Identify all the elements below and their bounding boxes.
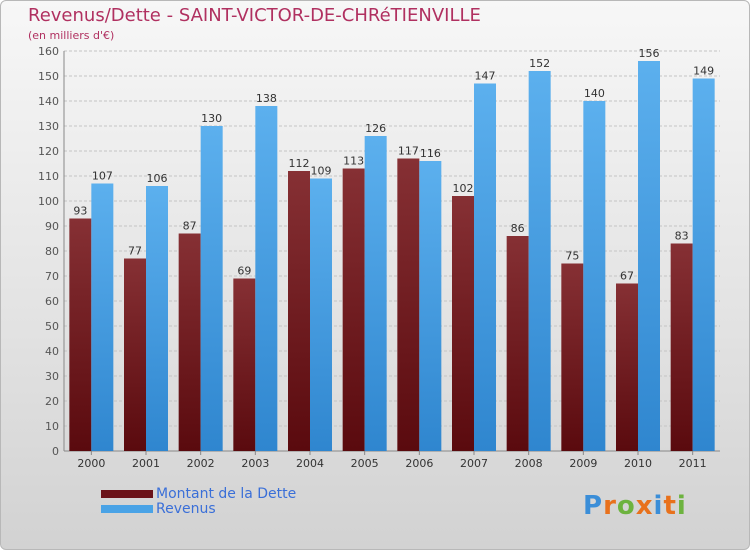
bar-dette [124, 258, 146, 451]
bar-revenus [528, 71, 551, 451]
data-label: 156 [639, 47, 660, 60]
logo-letter: r [603, 491, 617, 521]
x-tick-label: 2011 [679, 457, 707, 470]
y-tick-label: 10 [45, 420, 59, 433]
bar-dette [342, 168, 365, 451]
data-label: 75 [565, 250, 579, 263]
data-label: 77 [128, 245, 142, 258]
x-tick-label: 2004 [296, 457, 324, 470]
y-tick-label: 120 [38, 145, 59, 158]
legend-label-revenus: Revenus [156, 501, 216, 517]
data-label: 67 [620, 270, 634, 283]
bar-dette [397, 158, 420, 451]
x-tick-label: 2009 [569, 457, 597, 470]
data-label: 107 [92, 170, 113, 183]
y-tick-label: 50 [45, 320, 59, 333]
y-tick-label: 140 [38, 95, 59, 108]
logo-letter: i [653, 491, 664, 521]
x-tick-label: 2001 [132, 457, 160, 470]
bar-dette [69, 218, 92, 451]
data-label: 69 [237, 265, 251, 278]
bar-dette [561, 263, 584, 451]
bar-dette [506, 236, 529, 451]
chart-subtitle: (en milliers d'€) [28, 29, 115, 42]
y-tick-label: 130 [38, 120, 59, 133]
logo-letter: x [635, 491, 654, 521]
logo-letter: P [583, 491, 604, 521]
bar-revenus [474, 83, 496, 451]
bar-revenus [310, 178, 332, 451]
data-label: 117 [398, 145, 419, 158]
x-tick-label: 2002 [187, 457, 215, 470]
x-tick-label: 2005 [351, 457, 379, 470]
y-tick-label: 20 [45, 395, 59, 408]
y-tick-label: 0 [52, 445, 59, 458]
bar-dette [452, 196, 474, 451]
data-label: 116 [420, 147, 441, 160]
bar-revenus [255, 106, 278, 451]
y-tick-label: 80 [45, 245, 59, 258]
bar-revenus [200, 126, 223, 451]
legend-swatch-dette [101, 490, 153, 498]
chart-title: Revenus/Dette - SAINT-VICTOR-DE-CHRéTIEN… [28, 5, 481, 26]
bar-revenus [583, 101, 606, 451]
y-tick-label: 90 [45, 220, 59, 233]
data-label: 87 [183, 220, 197, 233]
x-tick-label: 2007 [460, 457, 488, 470]
proxiti-logo: Proxiti [583, 491, 687, 521]
bar-dette [178, 233, 201, 451]
bar-revenus [364, 136, 387, 451]
data-label: 126 [365, 122, 386, 135]
legend-swatch-revenus [101, 505, 153, 513]
y-tick-label: 100 [38, 195, 59, 208]
y-tick-label: 110 [38, 170, 59, 183]
bar-dette [616, 283, 638, 451]
data-label: 140 [584, 87, 605, 100]
data-label: 102 [453, 182, 474, 195]
bar-revenus [419, 161, 442, 451]
data-label: 106 [147, 172, 168, 185]
data-label: 152 [529, 57, 550, 70]
bar-revenus [638, 61, 660, 451]
y-tick-label: 150 [38, 70, 59, 83]
y-tick-label: 70 [45, 270, 59, 283]
x-tick-label: 2000 [77, 457, 105, 470]
x-tick-label: 2008 [515, 457, 543, 470]
y-tick-label: 30 [45, 370, 59, 383]
logo-letter: i [676, 491, 687, 521]
bar-revenus [146, 186, 168, 451]
data-label: 86 [511, 222, 525, 235]
legend-label-dette: Montant de la Dette [156, 486, 297, 502]
x-tick-label: 2003 [241, 457, 269, 470]
bar-dette [233, 278, 256, 451]
y-tick-label: 60 [45, 295, 59, 308]
data-label: 138 [256, 92, 277, 105]
data-label: 149 [693, 65, 714, 78]
data-label: 93 [73, 205, 87, 218]
y-tick-label: 160 [38, 45, 59, 58]
bar-dette [288, 171, 310, 451]
data-label: 83 [675, 230, 689, 243]
data-label: 130 [201, 112, 222, 125]
y-tick-label: 40 [45, 345, 59, 358]
logo-letter: t [663, 491, 677, 521]
bar-revenus [692, 78, 715, 451]
bar-dette [670, 243, 693, 451]
data-label: 112 [289, 157, 310, 170]
x-tick-label: 2010 [624, 457, 652, 470]
data-label: 113 [343, 155, 364, 168]
data-label: 109 [311, 165, 332, 178]
data-label: 147 [475, 70, 496, 83]
logo-letter: o [616, 491, 636, 521]
x-tick-label: 2006 [405, 457, 433, 470]
bar-revenus [91, 183, 114, 451]
